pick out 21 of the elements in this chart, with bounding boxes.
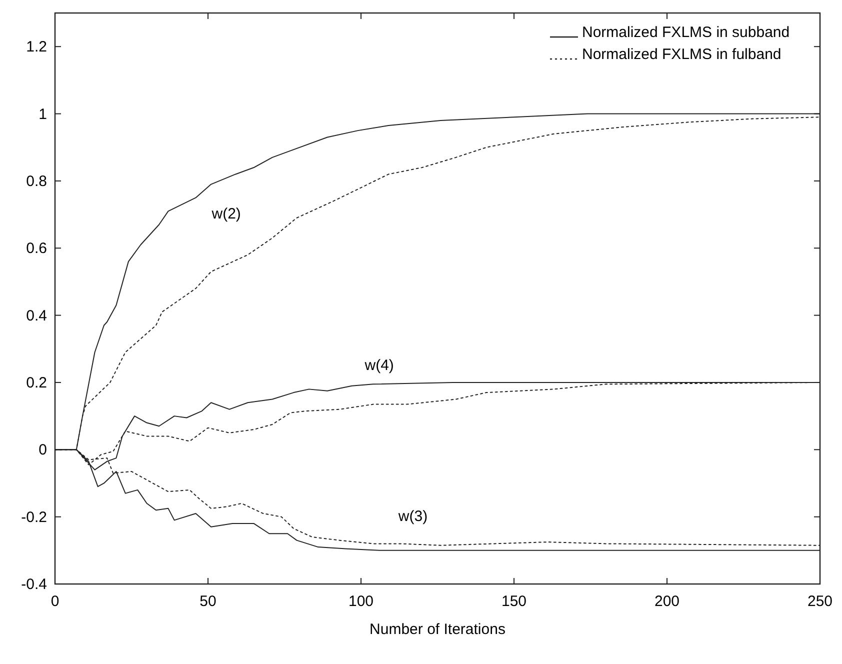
legend-label: Normalized FXLMS in subband (582, 24, 790, 41)
x-tick-label: 100 (348, 593, 374, 610)
y-tick-label: -0.2 (21, 508, 47, 526)
y-tick-label: -0.4 (21, 576, 47, 593)
legend-label: Normalized FXLMS in fulband (582, 46, 782, 63)
x-tick-label: 50 (200, 593, 216, 610)
annotation: w(4) (364, 356, 394, 374)
x-axis-title: Number of Iterations (370, 621, 506, 638)
y-tick-label: 0.4 (26, 307, 47, 324)
y-tick-label: 0.8 (26, 172, 47, 190)
x-tick-label: 150 (501, 593, 527, 610)
annotation: w(3) (397, 508, 428, 526)
y-tick-label: 0 (38, 442, 47, 459)
y-tick-label: 1.2 (26, 38, 47, 56)
y-tick-label: 0.2 (26, 374, 47, 392)
annotation: w(2) (210, 206, 241, 223)
y-tick-label: 0.6 (26, 240, 47, 258)
x-tick-label: 250 (807, 593, 833, 610)
x-tick-label: 200 (654, 593, 680, 610)
x-tick-label: 0 (50, 593, 60, 610)
y-tick-label: 1 (38, 106, 47, 123)
